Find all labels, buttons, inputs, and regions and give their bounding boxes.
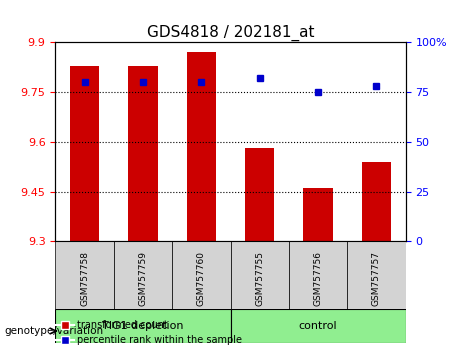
Text: GSM757757: GSM757757 [372, 251, 381, 307]
Text: control: control [299, 321, 337, 331]
Text: TIG1 depletion: TIG1 depletion [102, 321, 183, 331]
FancyBboxPatch shape [289, 241, 347, 309]
Legend: transformed count, percentile rank within the sample: transformed count, percentile rank withi… [51, 316, 246, 349]
Text: GSM757758: GSM757758 [80, 251, 89, 307]
FancyBboxPatch shape [114, 241, 172, 309]
Text: GSM757755: GSM757755 [255, 251, 264, 307]
Title: GDS4818 / 202181_at: GDS4818 / 202181_at [147, 25, 314, 41]
FancyBboxPatch shape [230, 241, 289, 309]
Bar [362, 162, 391, 241]
FancyBboxPatch shape [347, 241, 406, 309]
Text: genotype/variation: genotype/variation [5, 326, 104, 336]
Bar [303, 188, 333, 241]
FancyBboxPatch shape [55, 241, 114, 309]
Text: GSM757756: GSM757756 [313, 251, 323, 307]
Text: GSM757760: GSM757760 [197, 251, 206, 307]
FancyBboxPatch shape [230, 309, 406, 343]
FancyBboxPatch shape [172, 241, 230, 309]
Bar [70, 65, 99, 241]
Text: GSM757759: GSM757759 [138, 251, 148, 307]
FancyBboxPatch shape [55, 309, 230, 343]
Bar [128, 65, 158, 241]
Bar [187, 52, 216, 241]
Bar [245, 148, 274, 241]
